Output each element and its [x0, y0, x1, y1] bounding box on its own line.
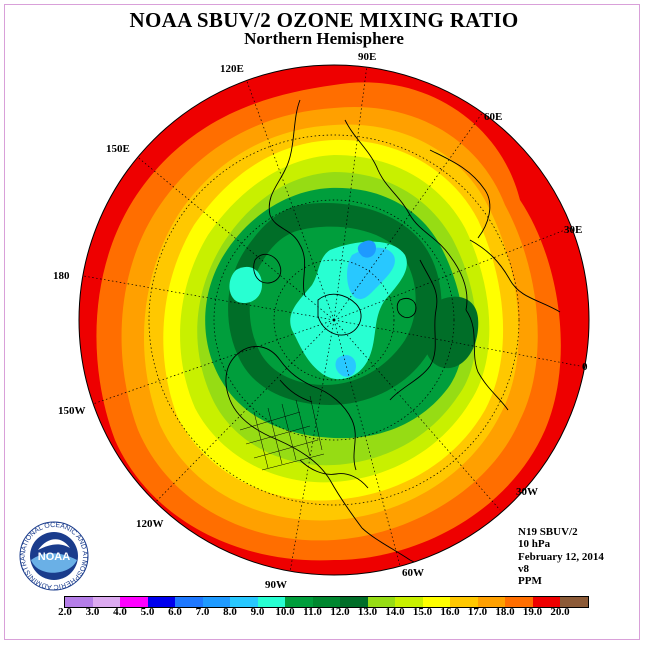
colorbar-tick-label: 6.0: [168, 606, 182, 618]
colorbar-swatch: [477, 597, 505, 607]
info-unit: PPM: [518, 575, 542, 588]
lon-label-30w: 30W: [516, 486, 538, 498]
colorbar-swatch: [560, 597, 588, 607]
us-state-grid: [239, 395, 325, 471]
colorbar-swatch: [230, 597, 258, 607]
colorbar-swatch: [450, 597, 478, 607]
info-instrument: N19 SBUV/2: [518, 526, 578, 538]
colorbar-swatch: [147, 597, 175, 607]
colorbar-swatch: [395, 597, 423, 607]
colorbar-swatch: [532, 597, 560, 607]
colorbar-tick-label: 2.0: [58, 606, 72, 618]
lon-label-90e: 90E: [358, 51, 376, 63]
cell-sky-south: [335, 355, 356, 377]
colorbar-tick-label: 5.0: [140, 606, 155, 618]
lon-label-150w: 150W: [58, 405, 86, 417]
colorbar-swatch: [312, 597, 340, 607]
colorbar-swatch: [505, 597, 533, 607]
colorbar-tick-label: 15.0: [412, 606, 433, 618]
info-level: 10 hPa: [518, 538, 551, 551]
lon-label-0: 0: [582, 361, 588, 373]
colorbar-tick-label: 11.0: [303, 606, 322, 618]
colorbar-swatch: [120, 597, 148, 607]
colorbar-tick-label: 3.0: [85, 606, 100, 618]
colorbar-swatch: [202, 597, 230, 607]
map-boundary: [78, 64, 590, 576]
colorbar-tick-label: 20.0: [550, 606, 570, 618]
cell-sky: [347, 247, 395, 300]
colorbar-ticks: 2.0 3.0 4.0 5.0 6.0 7.0 8.0 9.0 10.0 11.0 12.0 13.0…: [0, 606, 648, 626]
info-date: February 12, 2014: [518, 550, 604, 563]
colorbar-tick-label: 13.0: [357, 606, 378, 618]
noaa-logo: NATIONAL OCEANIC AND ATMOSPHERIC ADMINIS…: [15, 515, 90, 597]
colorbar-swatch: [367, 597, 395, 607]
cell-cyan-west: [229, 266, 262, 304]
colorbar-tick-label: 12.0: [330, 606, 350, 618]
colorbar-tick-label: 16.0: [440, 606, 460, 618]
colorbar-swatch: [65, 597, 93, 607]
colorbar-tick-label: 14.0: [385, 606, 405, 618]
colorbar-tick-label: 10.0: [275, 606, 295, 618]
map-title: NOAA SBUV/2 OZONE MIXING RATIO: [129, 8, 519, 32]
map-subtitle: Northern Hemisphere: [244, 29, 404, 48]
lon-label-120w: 120W: [136, 518, 164, 530]
cell-dark-green-east: [423, 296, 479, 369]
colorbar-swatch: [422, 597, 450, 607]
logo-text: NOAA: [38, 551, 70, 563]
colorbar-swatch: [257, 597, 285, 607]
colorbar-tick-label: 8.0: [223, 606, 237, 618]
lon-label-60w: 60W: [402, 567, 424, 579]
lon-label-120e: 120E: [220, 63, 244, 75]
cell-blue: [357, 240, 376, 258]
graticule: [79, 65, 581, 573]
lon-label-180: 180: [53, 270, 70, 282]
colorbar-swatch: [340, 597, 368, 607]
colorbar-tick-label: 18.0: [495, 606, 515, 618]
colorbar-tick-label: 7.0: [195, 606, 210, 618]
colorbar-tick-label: 17.0: [467, 606, 488, 618]
colorbar-tick-label: 4.0: [113, 606, 127, 618]
colorbar: [64, 596, 589, 608]
colorbar-swatch: [285, 597, 313, 607]
colorbar-swatch: [92, 597, 120, 607]
info-block: N19 SBUV/2 10 hPa February 12, 2014 v8 P…: [518, 526, 604, 587]
lon-label-150e: 150E: [106, 143, 130, 155]
colorbar-tick-label: 9.0: [250, 606, 265, 618]
lon-label-30e: 30E: [564, 224, 582, 236]
lon-label-60e: 60E: [484, 111, 502, 123]
colorbar-swatch: [175, 597, 203, 607]
lon-label-90w: 90W: [265, 579, 287, 591]
info-version: v8: [518, 562, 529, 575]
colorbar-tick-label: 19.0: [522, 606, 543, 618]
